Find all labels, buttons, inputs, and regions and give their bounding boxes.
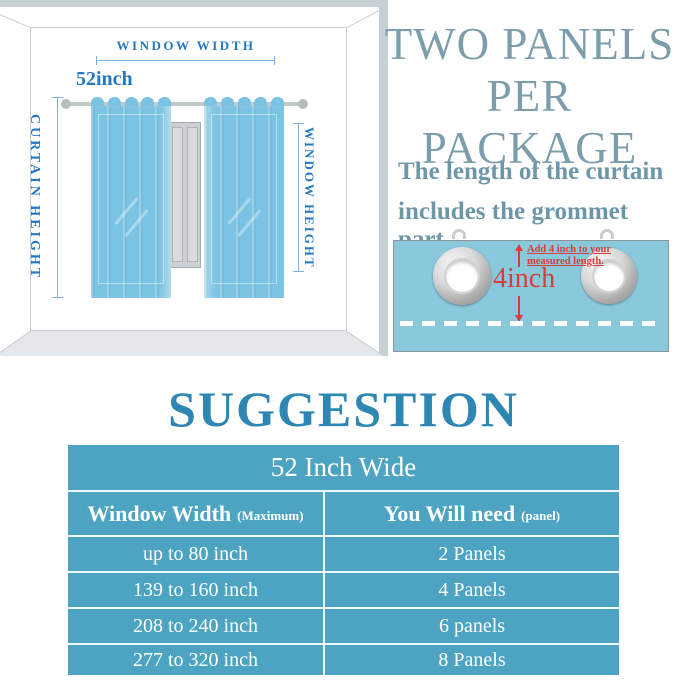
curtain-hook-icon-right [600,229,614,239]
header-window-width: Window Width (Maximum) [87,500,304,526]
curtain-panel-left [91,106,171,298]
suggestion-table: 52 Inch Wide Window Width (Maximum) You … [68,445,619,675]
curtain-panel-right [204,106,284,298]
window-height-measure-line [293,123,304,272]
cell-window-width: 139 to 160 inch [133,578,258,601]
curtain-height-label: CURTAIN HEIGHT [27,114,42,281]
curtain-rod [70,102,300,106]
cell-window-width: up to 80 inch [143,542,248,565]
curtain-height-measure-line [52,97,63,298]
room-diagram: WINDOW WIDTH 52inch CURTAIN HEIGHT WINDO… [0,0,391,360]
grommet-diagram: Add 4 inch to your measured length. 4inc… [393,240,669,352]
cell-window-width: 277 to 320 inch [133,648,258,671]
room-top-wall-band [0,0,388,7]
room-right-wall-band [379,0,388,356]
room-floor [0,331,383,356]
cell-panels: 8 Panels [323,645,619,675]
window-width-label: WINDOW WIDTH [116,38,256,53]
grommet-hole-right [592,259,626,293]
window-height-label: WINDOW HEIGHT [302,126,317,269]
window-frame [169,122,201,268]
window-width-measure-line [96,56,275,65]
table-header-row: Window Width (Maximum) You Will need (pa… [68,490,619,535]
window-pane-right [187,127,198,262]
grommet-ring-left [433,247,491,305]
rod-finial-right [298,99,308,109]
cell-window-width: 208 to 240 inch [133,614,258,637]
cell-panels: 6 panels [323,609,619,643]
grommet-hole-left [444,258,480,294]
cell-panels: 2 Panels [323,537,619,571]
table-title: 52 Inch Wide [270,452,417,482]
cell-panels: 4 Panels [323,573,619,607]
table-row: 139 to 160 inch 4 Panels [68,571,619,607]
grommet-annotation: Add 4 inch to your measured length. [527,244,627,267]
package-title-line2: PER PACKAGE [421,71,638,173]
curtain-grommet-tabs-left [91,97,171,107]
grommet-measurement-value: 4inch [493,263,556,294]
rod-finial-left [61,99,71,109]
table-row: 208 to 240 inch 6 panels [68,607,619,643]
package-title: TWO PANELS PER PACKAGE [380,18,679,174]
room-corner-line-top-left [0,14,31,29]
grommet-annotation-line2: measured length. [527,255,604,267]
curtain-grommet-tabs-right [204,97,284,107]
package-note-line1: The length of the curtain [398,158,664,185]
curtain-hook-icon-left [452,229,466,239]
arrow-up-icon [515,244,523,267]
grommet-ring-right [581,248,637,304]
panel-width-value: 52inch [76,68,133,90]
package-title-line1: TWO PANELS [384,19,675,69]
arrow-down-icon [515,296,523,322]
header-you-will-need: You Will need (panel) [323,492,619,535]
suggestion-heading: SUGGESTION [168,381,519,437]
table-row: up to 80 inch 2 Panels [68,535,619,571]
window-pane-left [172,127,183,262]
grommet-annotation-line1: Add 4 inch to your [527,244,612,255]
room-corner-line-top-right [347,8,382,28]
hem-dashed-line [400,321,662,326]
table-title-row: 52 Inch Wide [68,445,619,490]
table-row: 277 to 320 inch 8 Panels [68,643,619,675]
